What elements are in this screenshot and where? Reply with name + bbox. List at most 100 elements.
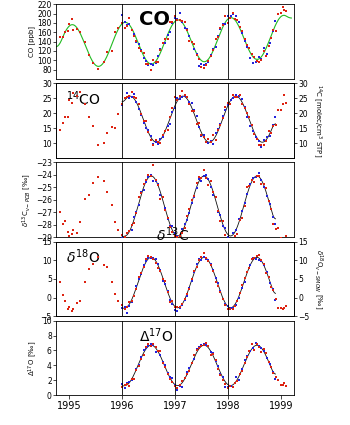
Point [267,133,273,139]
Point [268,130,274,137]
Point [256,54,261,61]
Point [129,377,134,384]
Point [189,100,195,107]
Point [126,382,132,389]
Point [264,193,270,199]
Point [198,61,204,68]
Point [256,172,262,179]
Point [74,300,80,307]
Point [280,306,285,312]
Point [146,255,151,262]
Point [208,184,214,191]
Point [177,305,183,312]
Point [153,178,159,185]
Point [162,36,168,43]
Point [189,277,195,284]
Point [167,376,173,382]
Point [271,287,276,294]
Point [280,4,285,11]
Point [115,226,121,233]
Point [143,125,149,131]
Point [82,39,88,46]
Point [242,357,247,363]
Point [245,190,250,197]
Point [126,14,132,21]
Point [139,270,144,277]
Point [234,94,240,101]
Point [177,95,183,102]
Point [261,184,267,190]
Point [189,38,195,45]
Point [263,184,269,191]
Point [165,289,170,295]
Point [146,343,151,349]
Point [218,218,223,225]
Point [136,201,142,208]
Point [131,94,137,101]
Point [280,382,285,389]
Point [74,230,80,236]
Point [96,142,101,148]
Point [210,141,216,148]
Point [180,377,185,384]
Point [182,92,187,99]
Point [129,26,134,33]
Point [129,298,134,304]
Point [57,126,63,133]
Point [198,178,204,184]
Point [251,255,257,262]
Point [182,375,187,382]
Point [57,279,63,286]
Point [119,383,125,390]
Point [158,139,163,146]
Point [220,20,226,27]
Point [213,194,218,201]
Point [136,41,142,48]
Point [105,188,110,195]
Point [184,371,190,378]
Point [220,218,226,224]
Point [169,298,175,304]
Point [115,25,121,32]
Point [148,254,154,261]
Point [143,344,149,351]
Point [206,58,211,65]
Point [283,232,289,239]
Point [253,255,259,262]
Point [184,27,190,34]
Point [201,172,206,179]
Point [213,136,218,143]
Point [66,304,72,311]
Point [280,101,285,108]
Point [232,303,238,309]
Point [131,213,137,220]
Point [65,305,70,312]
Point [90,179,96,186]
Point [236,295,242,301]
Point [223,21,228,28]
Point [237,371,243,377]
Point [213,274,218,281]
Point [143,118,149,125]
Point [233,227,239,233]
Point [198,133,204,140]
Y-axis label: $\delta^{18}$O$_{v-SMOW}$ [‰]: $\delta^{18}$O$_{v-SMOW}$ [‰] [312,249,325,309]
Point [180,94,185,100]
Point [141,261,146,268]
Point [194,346,199,353]
Point [196,120,202,127]
Point [189,360,195,366]
Point [146,252,151,259]
Point [60,34,66,41]
Point [169,375,175,382]
Point [158,348,163,354]
Point [215,283,221,289]
Point [206,136,211,143]
Point [239,30,245,37]
Point [201,131,206,138]
Point [245,268,250,275]
Point [228,304,233,311]
Point [253,174,259,181]
Point [77,218,83,225]
Point [112,125,118,131]
